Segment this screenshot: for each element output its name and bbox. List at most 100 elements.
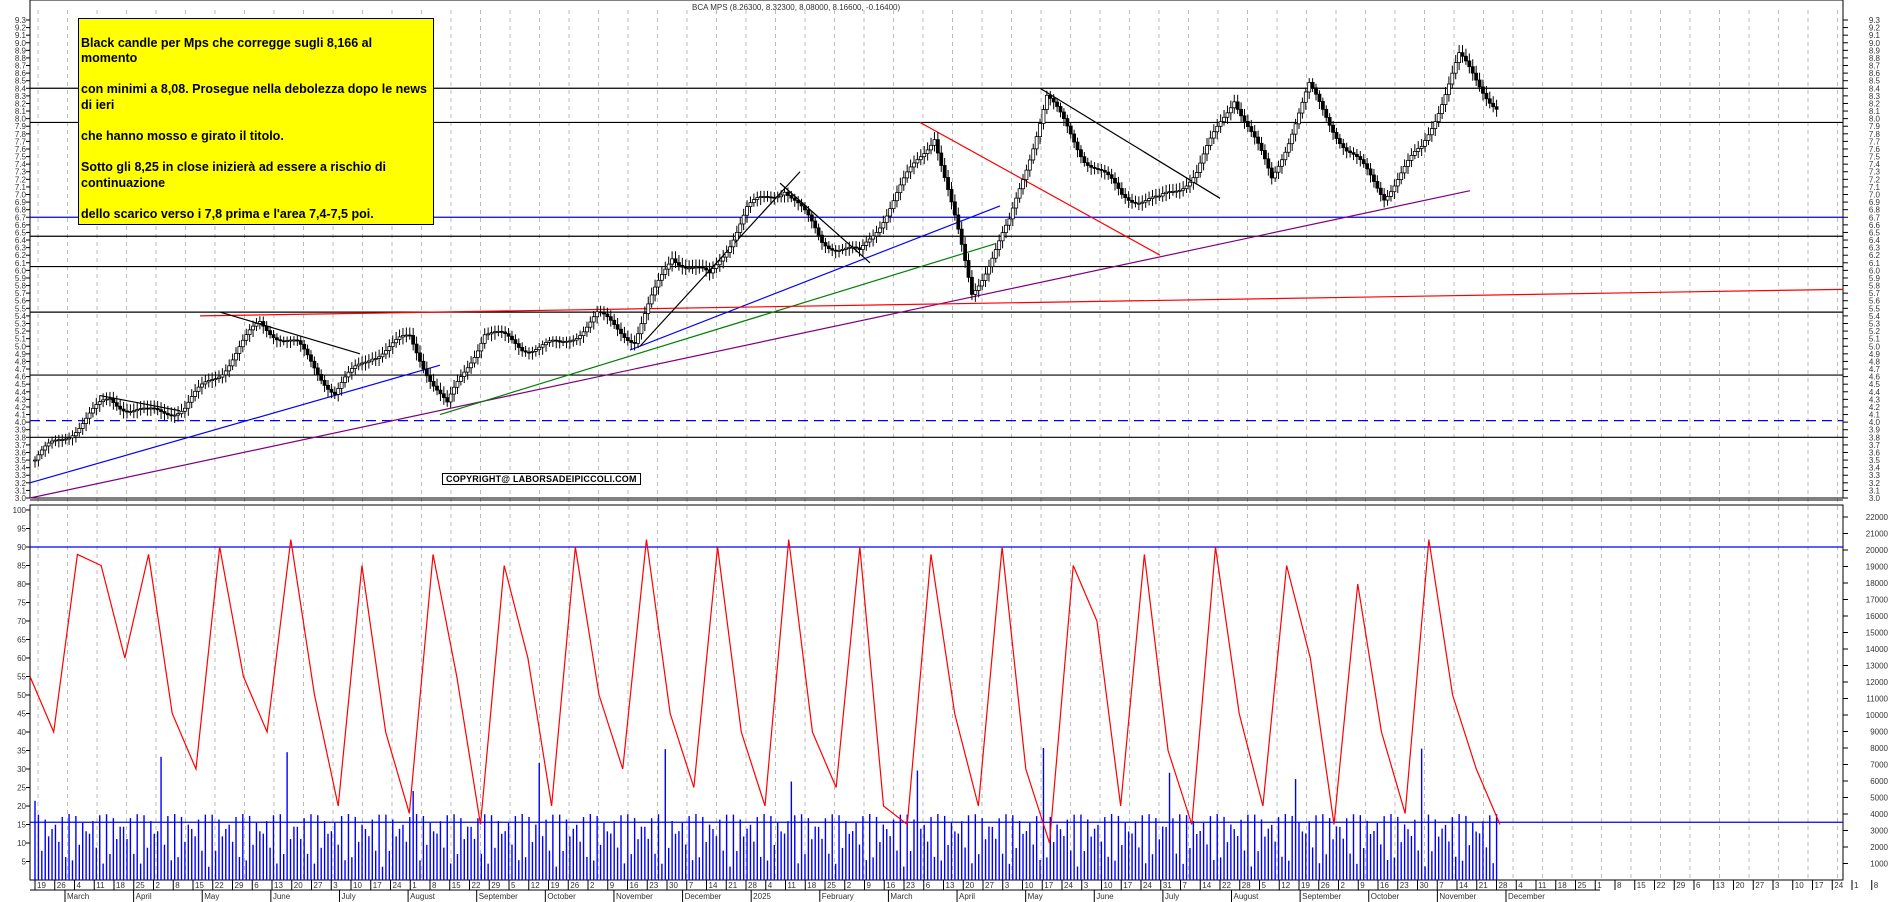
svg-text:8.2: 8.2 [15, 99, 27, 108]
svg-text:6.4: 6.4 [1869, 236, 1881, 245]
svg-text:7.9: 7.9 [1869, 122, 1881, 131]
svg-text:31: 31 [1163, 881, 1172, 890]
svg-text:8.6: 8.6 [15, 69, 27, 78]
svg-text:9.0: 9.0 [15, 39, 27, 48]
svg-text:1: 1 [1597, 881, 1602, 890]
svg-text:14000: 14000 [1866, 645, 1889, 654]
svg-text:4.1: 4.1 [1869, 411, 1881, 420]
svg-text:6.7: 6.7 [15, 213, 27, 222]
svg-text:8.1: 8.1 [1869, 107, 1881, 116]
svg-text:12000: 12000 [1866, 678, 1889, 687]
svg-text:7.5: 7.5 [1869, 153, 1881, 162]
svg-text:1: 1 [1854, 881, 1859, 890]
svg-text:8.9: 8.9 [1869, 46, 1881, 55]
svg-text:5.2: 5.2 [1869, 327, 1881, 336]
note-line: dello scarico verso i 7,8 prima e l'area… [81, 207, 374, 222]
svg-text:29: 29 [1676, 881, 1685, 890]
svg-text:3: 3 [1084, 881, 1089, 890]
svg-text:3.8: 3.8 [1869, 433, 1881, 442]
svg-text:5.3: 5.3 [15, 319, 27, 328]
svg-text:6.4: 6.4 [15, 236, 27, 245]
svg-text:September: September [479, 892, 518, 901]
svg-text:15: 15 [452, 881, 461, 890]
svg-text:August: August [410, 892, 436, 901]
svg-text:30: 30 [669, 881, 678, 890]
svg-text:8.8: 8.8 [15, 54, 27, 63]
svg-text:6.3: 6.3 [15, 244, 27, 253]
svg-text:15000: 15000 [1866, 629, 1889, 638]
svg-text:7.5: 7.5 [15, 153, 27, 162]
svg-text:75: 75 [17, 599, 26, 608]
svg-text:3.0: 3.0 [15, 494, 27, 503]
svg-text:27: 27 [314, 881, 323, 890]
svg-text:16: 16 [630, 881, 639, 890]
svg-text:21000: 21000 [1866, 530, 1889, 539]
svg-text:7.4: 7.4 [15, 160, 27, 169]
svg-text:17: 17 [1815, 881, 1824, 890]
svg-text:11: 11 [96, 881, 105, 890]
svg-text:8.2: 8.2 [1869, 99, 1881, 108]
svg-text:5.6: 5.6 [15, 297, 27, 306]
svg-text:4.4: 4.4 [15, 388, 27, 397]
svg-text:7: 7 [1439, 881, 1444, 890]
svg-text:5.8: 5.8 [15, 282, 27, 291]
svg-text:September: September [1302, 892, 1341, 901]
svg-text:7.4: 7.4 [1869, 160, 1881, 169]
svg-text:3.8: 3.8 [15, 433, 27, 442]
svg-text:27: 27 [985, 881, 994, 890]
svg-text:3.7: 3.7 [15, 441, 27, 450]
svg-text:7.2: 7.2 [1869, 175, 1881, 184]
note-line: Black candle per Mps che corregge sugli … [81, 35, 373, 66]
chart-title: BCA MPS (8.26300, 8.32300, 8.08000, 8.16… [692, 3, 901, 12]
svg-text:16000: 16000 [1866, 612, 1889, 621]
svg-text:12: 12 [531, 881, 540, 890]
svg-text:19: 19 [1301, 881, 1310, 890]
svg-text:23: 23 [1400, 881, 1409, 890]
svg-text:8.9: 8.9 [15, 46, 27, 55]
svg-text:4.7: 4.7 [1869, 365, 1881, 374]
svg-text:3.2: 3.2 [15, 479, 27, 488]
svg-text:8.4: 8.4 [1869, 84, 1881, 93]
svg-text:4000: 4000 [1870, 810, 1888, 819]
svg-text:5.0: 5.0 [1869, 342, 1881, 351]
svg-text:3.1: 3.1 [15, 486, 27, 495]
svg-text:November: November [1439, 892, 1476, 901]
svg-text:6.6: 6.6 [1869, 221, 1881, 230]
svg-text:2: 2 [1341, 881, 1346, 890]
svg-text:April: April [136, 892, 152, 901]
svg-text:10: 10 [17, 839, 26, 848]
svg-text:3.4: 3.4 [1869, 464, 1881, 473]
svg-text:25: 25 [17, 784, 26, 793]
svg-text:17: 17 [1123, 881, 1132, 890]
svg-text:3.4: 3.4 [15, 464, 27, 473]
svg-text:9.1: 9.1 [1869, 31, 1881, 40]
svg-text:5000: 5000 [1870, 794, 1888, 803]
svg-text:7000: 7000 [1870, 761, 1888, 770]
svg-text:5.0: 5.0 [15, 342, 27, 351]
svg-text:24: 24 [393, 881, 402, 890]
svg-text:6.5: 6.5 [15, 228, 27, 237]
svg-text:8.1: 8.1 [15, 107, 27, 116]
svg-text:4.4: 4.4 [1869, 388, 1881, 397]
svg-text:4: 4 [1518, 881, 1523, 890]
svg-text:13: 13 [946, 881, 955, 890]
svg-text:6.9: 6.9 [1869, 198, 1881, 207]
svg-text:6.1: 6.1 [15, 259, 27, 268]
svg-text:100: 100 [13, 506, 27, 515]
svg-text:2025: 2025 [753, 892, 771, 901]
svg-text:6000: 6000 [1870, 777, 1888, 786]
svg-text:7.9: 7.9 [15, 122, 27, 131]
svg-text:29: 29 [491, 881, 500, 890]
svg-text:December: December [1508, 892, 1545, 901]
svg-text:May: May [204, 892, 219, 901]
svg-text:20: 20 [1736, 881, 1745, 890]
svg-text:4: 4 [77, 881, 82, 890]
svg-text:4.5: 4.5 [1869, 380, 1881, 389]
svg-text:9.3: 9.3 [1869, 16, 1881, 25]
svg-text:8.7: 8.7 [1869, 62, 1881, 71]
svg-text:6: 6 [1696, 881, 1701, 890]
svg-text:8.3: 8.3 [1869, 92, 1881, 101]
svg-text:3.5: 3.5 [15, 456, 27, 465]
svg-text:15: 15 [1637, 881, 1646, 890]
svg-text:5.5: 5.5 [1869, 304, 1881, 313]
